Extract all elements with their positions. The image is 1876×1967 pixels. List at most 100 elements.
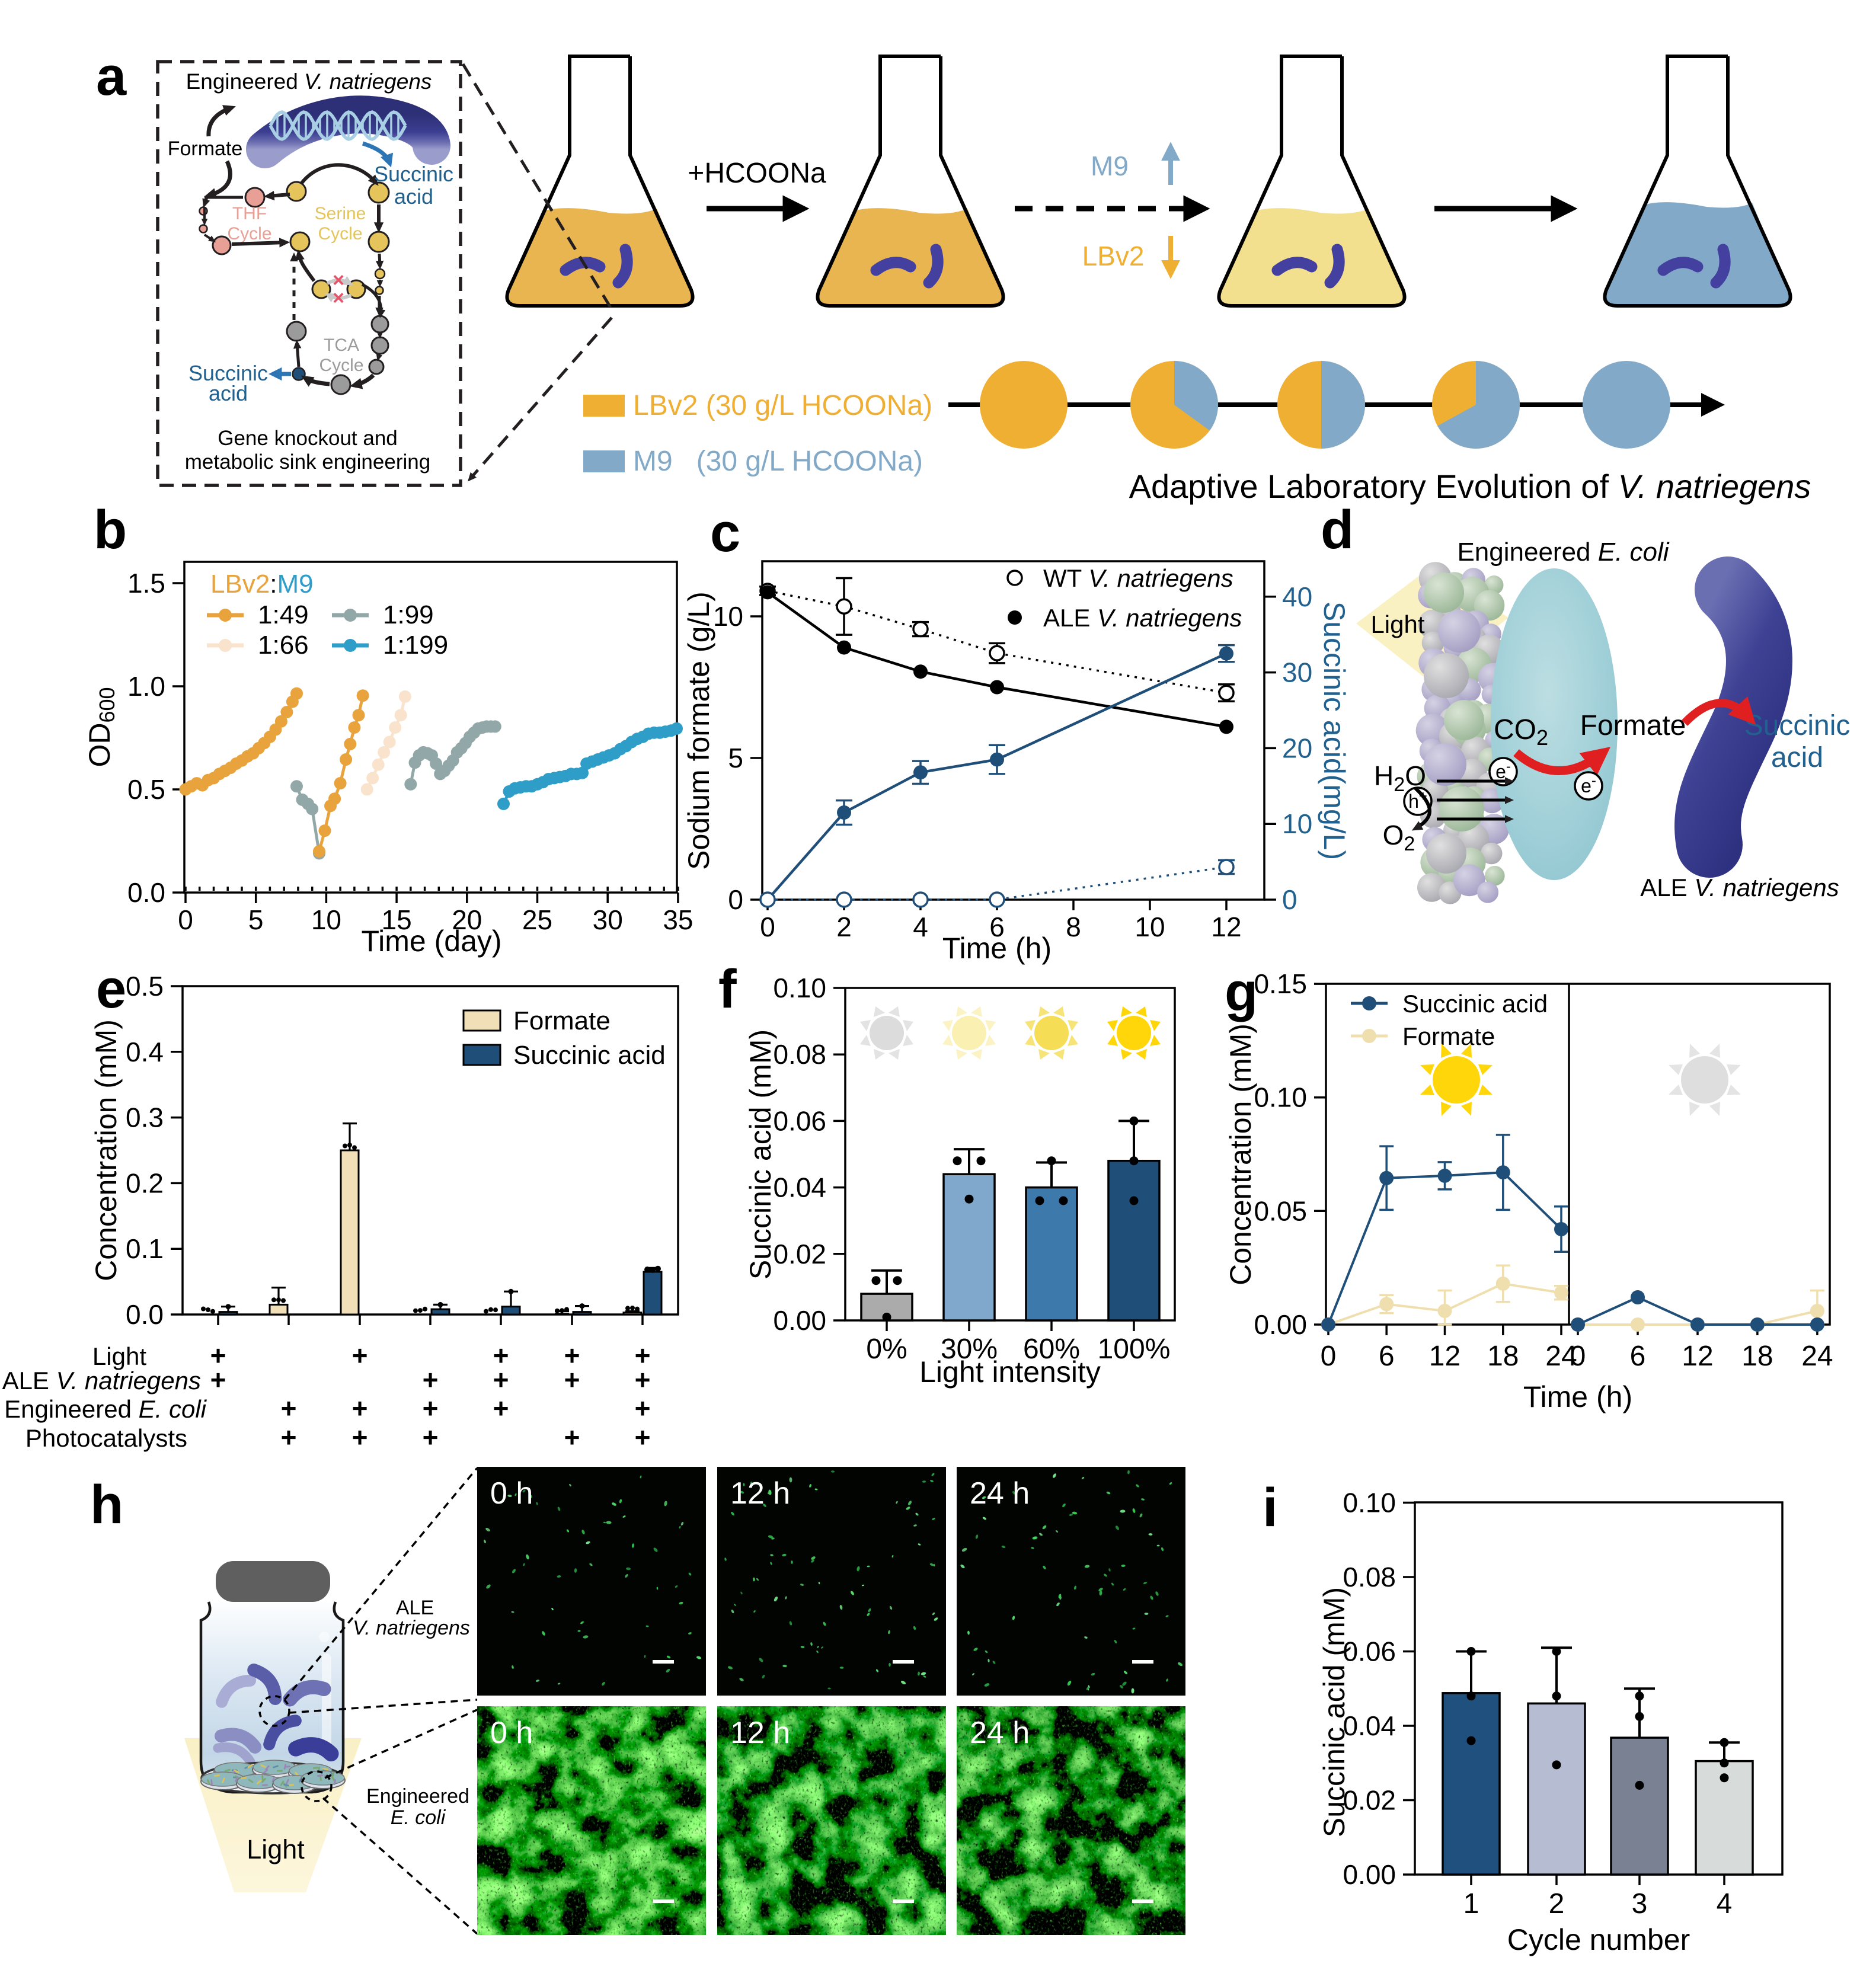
svg-text:+: + bbox=[423, 1422, 439, 1453]
svg-text:6: 6 bbox=[989, 911, 1005, 942]
svg-text:6: 6 bbox=[1379, 1341, 1395, 1372]
svg-text:Concentration (mM): Concentration (mM) bbox=[1224, 1024, 1257, 1285]
svg-text:24 h: 24 h bbox=[970, 1716, 1030, 1750]
svg-text:+: + bbox=[423, 1364, 439, 1395]
svg-text:35: 35 bbox=[663, 904, 693, 935]
svg-text:20: 20 bbox=[452, 904, 482, 935]
svg-text:1:99: 1:99 bbox=[383, 600, 434, 629]
svg-text:30: 30 bbox=[1282, 657, 1312, 688]
svg-text:M9 (30 g/L HCOONa): M9 (30 g/L HCOONa) bbox=[633, 446, 923, 477]
svg-text:×: × bbox=[333, 287, 344, 309]
svg-text:0 h: 0 h bbox=[490, 1716, 533, 1750]
svg-text:+: + bbox=[564, 1422, 580, 1453]
svg-text:0.10: 0.10 bbox=[773, 973, 826, 1003]
svg-text:Succinic: Succinic bbox=[374, 162, 453, 186]
svg-text:Time (h): Time (h) bbox=[1523, 1380, 1632, 1413]
svg-text:24: 24 bbox=[1801, 1341, 1833, 1372]
svg-text:Light: Light bbox=[92, 1342, 146, 1370]
svg-text:+: + bbox=[423, 1393, 439, 1424]
svg-text:4: 4 bbox=[1717, 1888, 1733, 1920]
svg-text:12 h: 12 h bbox=[730, 1476, 790, 1511]
svg-text:THF: THF bbox=[232, 204, 267, 223]
svg-text:+: + bbox=[635, 1422, 651, 1453]
svg-text:10: 10 bbox=[1134, 911, 1165, 942]
svg-text:+: + bbox=[564, 1340, 580, 1371]
svg-text:acid: acid bbox=[209, 381, 248, 405]
svg-text:+: + bbox=[352, 1340, 368, 1371]
svg-text:+: + bbox=[635, 1393, 651, 1424]
svg-text:E. coli: E. coli bbox=[391, 1806, 446, 1829]
svg-text:Formate: Formate bbox=[1402, 1022, 1495, 1050]
svg-text:30: 30 bbox=[593, 904, 623, 935]
svg-text:1.5: 1.5 bbox=[127, 568, 165, 599]
svg-text:1.0: 1.0 bbox=[127, 671, 165, 702]
svg-text:+: + bbox=[210, 1340, 226, 1371]
svg-text:+: + bbox=[281, 1393, 297, 1424]
svg-text:ALE V. natriegens: ALE V. natriegens bbox=[1043, 604, 1242, 632]
svg-text:6: 6 bbox=[1630, 1341, 1646, 1372]
svg-text:V. natriegens: V. natriegens bbox=[353, 1617, 470, 1639]
svg-text:0.10: 0.10 bbox=[1343, 1488, 1396, 1518]
svg-text:Time (h): Time (h) bbox=[942, 932, 1052, 965]
svg-text:Engineered E. coli: Engineered E. coli bbox=[4, 1395, 207, 1423]
svg-text:0.04: 0.04 bbox=[1343, 1710, 1396, 1741]
svg-text:12: 12 bbox=[1211, 911, 1241, 942]
svg-text:10: 10 bbox=[713, 601, 743, 632]
svg-text:Succinic acid: Succinic acid bbox=[513, 1041, 666, 1070]
svg-text:c: c bbox=[710, 503, 740, 563]
svg-text:40: 40 bbox=[1282, 581, 1312, 612]
svg-text:Adaptive Laboratory Evolution: Adaptive Laboratory Evolution of V. natr… bbox=[1129, 468, 1811, 505]
svg-text:3: 3 bbox=[1632, 1888, 1648, 1920]
svg-text:Sodium formate (g/L): Sodium formate (g/L) bbox=[682, 591, 715, 870]
svg-text:24 h: 24 h bbox=[970, 1476, 1030, 1511]
svg-text:TCA: TCA bbox=[324, 335, 359, 355]
svg-text:×: × bbox=[333, 269, 344, 292]
svg-text:+: + bbox=[635, 1364, 651, 1395]
svg-text:WT V. natriegens: WT V. natriegens bbox=[1043, 564, 1233, 592]
svg-text:12 h: 12 h bbox=[730, 1716, 790, 1750]
svg-text:Cycle: Cycle bbox=[319, 356, 363, 375]
svg-text:0.04: 0.04 bbox=[773, 1172, 826, 1203]
svg-text:ALE V. natriegens: ALE V. natriegens bbox=[2, 1367, 201, 1395]
svg-text:0.10: 0.10 bbox=[1254, 1082, 1307, 1113]
svg-text:Formate: Formate bbox=[1580, 710, 1686, 741]
svg-text:ALE V. natriegens: ALE V. natriegens bbox=[1640, 874, 1839, 901]
svg-text:2: 2 bbox=[1549, 1888, 1565, 1920]
svg-text:25: 25 bbox=[522, 904, 552, 935]
svg-text:0.5: 0.5 bbox=[126, 971, 164, 1002]
svg-text:5: 5 bbox=[728, 743, 743, 773]
svg-text:Succinic acid (mM): Succinic acid (mM) bbox=[744, 1029, 777, 1280]
svg-text:1:49: 1:49 bbox=[258, 600, 309, 629]
svg-text:0.08: 0.08 bbox=[1343, 1562, 1396, 1592]
svg-text:+HCOONa: +HCOONa bbox=[688, 158, 826, 189]
svg-text:+: + bbox=[281, 1422, 297, 1453]
svg-text:LBv2:M9: LBv2:M9 bbox=[210, 570, 314, 599]
svg-text:+: + bbox=[635, 1340, 651, 1371]
svg-text:acid: acid bbox=[1771, 742, 1823, 773]
svg-text:i: i bbox=[1263, 1477, 1278, 1538]
svg-text:Succinic acid: Succinic acid bbox=[1402, 990, 1548, 1018]
svg-text:g: g bbox=[1225, 962, 1258, 1022]
svg-text:+: + bbox=[352, 1393, 368, 1424]
svg-text:+: + bbox=[564, 1364, 580, 1395]
svg-text:0.4: 0.4 bbox=[126, 1037, 164, 1067]
svg-text:0: 0 bbox=[178, 904, 193, 935]
svg-text:+: + bbox=[493, 1340, 509, 1371]
svg-text:18: 18 bbox=[1487, 1341, 1519, 1372]
svg-text:Engineered: Engineered bbox=[366, 1785, 469, 1808]
svg-text:1:199: 1:199 bbox=[383, 631, 448, 660]
svg-text:0.06: 0.06 bbox=[773, 1105, 826, 1136]
svg-text:Photocatalysts: Photocatalysts bbox=[25, 1424, 187, 1452]
svg-text:Succinic acid (mM): Succinic acid (mM) bbox=[1318, 1587, 1351, 1837]
svg-text:0.2: 0.2 bbox=[126, 1168, 164, 1198]
svg-text:Cycle: Cycle bbox=[318, 224, 362, 244]
svg-text:15: 15 bbox=[382, 904, 412, 935]
svg-text:0.08: 0.08 bbox=[773, 1039, 826, 1070]
svg-text:0: 0 bbox=[1570, 1341, 1586, 1372]
svg-text:Engineered E. coli: Engineered E. coli bbox=[1457, 538, 1669, 567]
svg-text:LBv2 (30 g/L HCOONa): LBv2 (30 g/L HCOONa) bbox=[633, 390, 932, 421]
svg-text:Cycle number: Cycle number bbox=[1507, 1923, 1690, 1956]
svg-text:d: d bbox=[1321, 500, 1354, 560]
svg-text:1:66: 1:66 bbox=[258, 631, 309, 660]
svg-text:b: b bbox=[94, 500, 127, 560]
